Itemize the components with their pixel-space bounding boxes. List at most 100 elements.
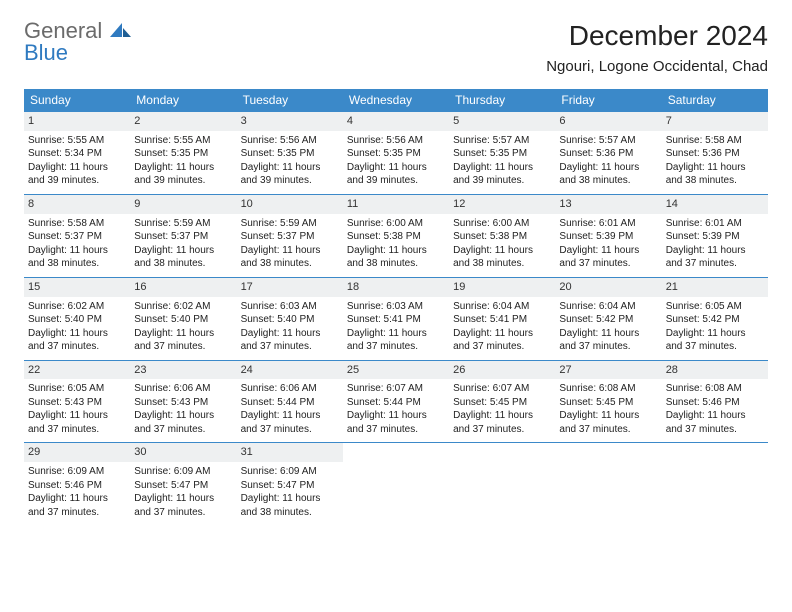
day-cell: 20Sunrise: 6:04 AMSunset: 5:42 PMDayligh… (555, 278, 661, 360)
sunrise-line: Sunrise: 6:09 AM (28, 465, 126, 479)
sunrise-line: Sunrise: 6:09 AM (241, 465, 339, 479)
day-cell: 2Sunrise: 5:55 AMSunset: 5:35 PMDaylight… (130, 112, 236, 194)
day-details: Sunrise: 6:05 AMSunset: 5:43 PMDaylight:… (28, 382, 126, 436)
sunrise-line: Sunrise: 5:56 AM (241, 134, 339, 148)
day-number: 8 (24, 195, 130, 214)
day-number: 20 (555, 278, 661, 297)
sunset-line: Sunset: 5:45 PM (559, 396, 657, 410)
week-row: 15Sunrise: 6:02 AMSunset: 5:40 PMDayligh… (24, 277, 768, 360)
daylight-line: Daylight: 11 hours and 37 minutes. (453, 409, 551, 436)
day-details: Sunrise: 5:57 AMSunset: 5:35 PMDaylight:… (453, 134, 551, 188)
day-cell: 15Sunrise: 6:02 AMSunset: 5:40 PMDayligh… (24, 278, 130, 360)
daylight-line: Daylight: 11 hours and 37 minutes. (666, 244, 764, 271)
day-number: 30 (130, 443, 236, 462)
week-row: 8Sunrise: 5:58 AMSunset: 5:37 PMDaylight… (24, 194, 768, 277)
daylight-line: Daylight: 11 hours and 37 minutes. (134, 492, 232, 519)
month-title: December 2024 (546, 20, 768, 52)
daylight-line: Daylight: 11 hours and 39 minutes. (453, 161, 551, 188)
daylight-line: Daylight: 11 hours and 38 minutes. (134, 244, 232, 271)
day-number: 31 (237, 443, 343, 462)
daylight-line: Daylight: 11 hours and 37 minutes. (241, 409, 339, 436)
sunrise-line: Sunrise: 6:05 AM (666, 300, 764, 314)
day-details: Sunrise: 6:01 AMSunset: 5:39 PMDaylight:… (559, 217, 657, 271)
sunrise-line: Sunrise: 6:06 AM (134, 382, 232, 396)
sunset-line: Sunset: 5:36 PM (559, 147, 657, 161)
sunrise-line: Sunrise: 6:03 AM (241, 300, 339, 314)
sunrise-line: Sunrise: 5:58 AM (666, 134, 764, 148)
day-of-week-label: Sunday (24, 89, 130, 111)
day-number: 3 (237, 112, 343, 131)
daylight-line: Daylight: 11 hours and 37 minutes. (28, 492, 126, 519)
sunset-line: Sunset: 5:40 PM (134, 313, 232, 327)
daylight-line: Daylight: 11 hours and 37 minutes. (28, 409, 126, 436)
day-details: Sunrise: 5:55 AMSunset: 5:35 PMDaylight:… (134, 134, 232, 188)
sunrise-line: Sunrise: 6:07 AM (453, 382, 551, 396)
logo-word-2: Blue (24, 42, 132, 64)
daylight-line: Daylight: 11 hours and 37 minutes. (241, 327, 339, 354)
day-number: 16 (130, 278, 236, 297)
day-details: Sunrise: 6:06 AMSunset: 5:44 PMDaylight:… (241, 382, 339, 436)
logo-sail-icon (110, 20, 132, 42)
daylight-line: Daylight: 11 hours and 37 minutes. (666, 409, 764, 436)
day-details: Sunrise: 5:58 AMSunset: 5:37 PMDaylight:… (28, 217, 126, 271)
sunrise-line: Sunrise: 5:55 AM (28, 134, 126, 148)
day-cell: 4Sunrise: 5:56 AMSunset: 5:35 PMDaylight… (343, 112, 449, 194)
daylight-line: Daylight: 11 hours and 37 minutes. (559, 327, 657, 354)
day-number: 5 (449, 112, 555, 131)
day-cell: 21Sunrise: 6:05 AMSunset: 5:42 PMDayligh… (662, 278, 768, 360)
sunset-line: Sunset: 5:37 PM (241, 230, 339, 244)
sunrise-line: Sunrise: 6:09 AM (134, 465, 232, 479)
day-cell: 8 Sunrise: 5:58 AMSunset: 5:37 PMDaylight… (24, 195, 130, 277)
day-cell: 24 Sunrise: 6:06 AMSunset: 5:44 PMDayligh… (237, 361, 343, 443)
day-details: Sunrise: 6:06 AMSunset: 5:43 PMDaylight:… (134, 382, 232, 436)
day-of-week-label: Friday (555, 89, 661, 111)
day-cell (662, 443, 768, 525)
sunrise-line: Sunrise: 6:02 AM (134, 300, 232, 314)
day-number: 19 (449, 278, 555, 297)
day-cell (343, 443, 449, 525)
daylight-line: Daylight: 11 hours and 38 minutes. (559, 161, 657, 188)
day-details: Sunrise: 6:05 AMSunset: 5:42 PMDaylight:… (666, 300, 764, 354)
day-cell: 10Sunrise: 5:59 AMSunset: 5:37 PMDayligh… (237, 195, 343, 277)
daylight-line: Daylight: 11 hours and 37 minutes. (134, 409, 232, 436)
sunrise-line: Sunrise: 6:00 AM (347, 217, 445, 231)
day-details: Sunrise: 6:08 AMSunset: 5:45 PMDaylight:… (559, 382, 657, 436)
day-number: 28 (662, 361, 768, 380)
day-number: 17 (237, 278, 343, 297)
day-details: Sunrise: 6:00 AMSunset: 5:38 PMDaylight:… (453, 217, 551, 271)
day-number: 10 (237, 195, 343, 214)
day-details: Sunrise: 6:09 AMSunset: 5:47 PMDaylight:… (241, 465, 339, 519)
day-details: Sunrise: 6:09 AMSunset: 5:47 PMDaylight:… (134, 465, 232, 519)
daylight-line: Daylight: 11 hours and 39 minutes. (28, 161, 126, 188)
day-number: 29 (24, 443, 130, 462)
daylight-line: Daylight: 11 hours and 37 minutes. (347, 327, 445, 354)
sunset-line: Sunset: 5:41 PM (453, 313, 551, 327)
day-number: 24 (237, 361, 343, 380)
day-cell: 11Sunrise: 6:00 AMSunset: 5:38 PMDayligh… (343, 195, 449, 277)
day-cell: 14Sunrise: 6:01 AMSunset: 5:39 PMDayligh… (662, 195, 768, 277)
sunrise-line: Sunrise: 5:58 AM (28, 217, 126, 231)
day-details: Sunrise: 5:58 AMSunset: 5:36 PMDaylight:… (666, 134, 764, 188)
day-of-week-label: Tuesday (237, 89, 343, 111)
day-details: Sunrise: 6:00 AMSunset: 5:38 PMDaylight:… (347, 217, 445, 271)
day-number: 25 (343, 361, 449, 380)
calendar: SundayMondayTuesdayWednesdayThursdayFrid… (24, 89, 768, 525)
sunset-line: Sunset: 5:37 PM (134, 230, 232, 244)
day-cell: 16 Sunrise: 6:02 AMSunset: 5:40 PMDayligh… (130, 278, 236, 360)
sunset-line: Sunset: 5:38 PM (347, 230, 445, 244)
day-cell: 12 Sunrise: 6:00 AMSunset: 5:38 PMDayligh… (449, 195, 555, 277)
sunrise-line: Sunrise: 5:59 AM (134, 217, 232, 231)
daylight-line: Daylight: 11 hours and 38 minutes. (241, 244, 339, 271)
week-row: 29Sunrise: 6:09 AMSunset: 5:46 PMDayligh… (24, 442, 768, 525)
day-number: 13 (555, 195, 661, 214)
week-row: 22Sunrise: 6:05 AMSunset: 5:43 PMDayligh… (24, 360, 768, 443)
sunrise-line: Sunrise: 6:03 AM (347, 300, 445, 314)
day-details: Sunrise: 6:03 AMSunset: 5:41 PMDaylight:… (347, 300, 445, 354)
sunset-line: Sunset: 5:42 PM (666, 313, 764, 327)
sunrise-line: Sunrise: 6:08 AM (559, 382, 657, 396)
day-details: Sunrise: 6:02 AMSunset: 5:40 PMDaylight:… (134, 300, 232, 354)
day-cell: 6Sunrise: 5:57 AMSunset: 5:36 PMDaylight… (555, 112, 661, 194)
day-number: 12 (449, 195, 555, 214)
sunset-line: Sunset: 5:44 PM (241, 396, 339, 410)
week-row: 1Sunrise: 5:55 AMSunset: 5:34 PMDaylight… (24, 111, 768, 194)
